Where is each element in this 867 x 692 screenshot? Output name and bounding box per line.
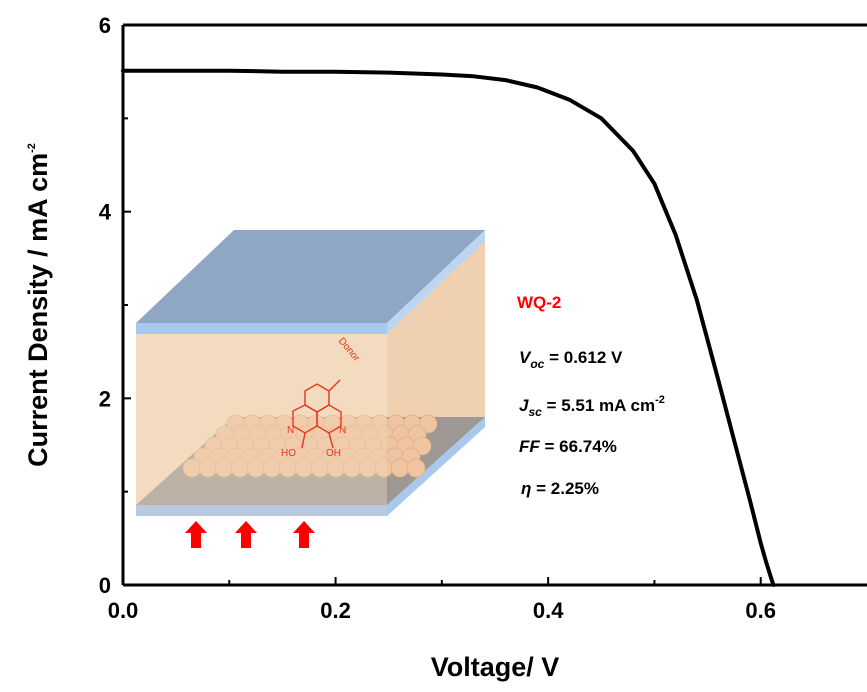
particle: [390, 458, 410, 478]
inset-top-electrode: [136, 230, 485, 323]
light-arrow-3: [293, 521, 315, 548]
y-axis-title: Current Density / mA cm: [23, 153, 53, 467]
particle: [406, 458, 426, 478]
x-tick-label-1: 0.2: [320, 598, 351, 623]
device-label: WQ-2: [517, 293, 561, 312]
dye-oh-right: OH: [326, 448, 341, 459]
y-axis-ticks: 0 2 4 6: [99, 13, 131, 598]
jsc-sub: sc: [528, 405, 542, 419]
y-tick-label-2: 4: [99, 200, 112, 225]
x-tick-label-2: 0.4: [533, 598, 564, 623]
x-tick-label-0: 0.0: [108, 598, 139, 623]
device-inset: Donor N N HO OH: [136, 230, 485, 548]
x-axis-title: Voltage/ V: [431, 652, 560, 682]
voc-annotation: Voc = 0.612 V: [519, 348, 623, 371]
y-axis-title-sup: -2: [26, 143, 38, 153]
x-tick-label-3: 0.6: [745, 598, 776, 623]
voc-value: = 0.612 V: [544, 348, 623, 367]
x-axis-ticks: 0.0 0.2 0.4 0.6: [108, 577, 776, 623]
series-line-jv: [121, 68, 776, 587]
y-tick-label-1: 2: [99, 386, 111, 411]
light-arrows: [185, 521, 315, 548]
dye-molecule: [292, 379, 342, 449]
jsc-symbol: J: [519, 396, 529, 415]
y-tick-label-3: 6: [99, 13, 111, 38]
inset-substrate-front: [136, 505, 387, 516]
dye-n-left: N: [287, 425, 294, 436]
voc-sub: oc: [530, 357, 544, 371]
pv-parameters: WQ-2 Voc = 0.612 V Jsc = 5.51 mA cm-2 FF…: [517, 293, 665, 498]
inset-particles: [182, 414, 438, 478]
ff-symbol: FF: [519, 437, 540, 456]
ff-annotation: FF = 66.74%: [519, 437, 617, 456]
y-tick-label-0: 0: [99, 573, 111, 598]
eta-annotation: η = 2.25%: [521, 479, 599, 498]
eta-symbol: η: [521, 479, 531, 498]
light-arrow-1: [185, 521, 207, 548]
inset-substrate-side: [387, 417, 485, 516]
dye-oh-left: HO: [281, 448, 296, 459]
inset-top-electrode-front: [136, 323, 387, 334]
inset-top-electrode-side: [387, 230, 485, 334]
voc-symbol: V: [519, 348, 532, 367]
jsc-sup: -2: [655, 394, 665, 406]
jsc-annotation: Jsc = 5.51 mA cm-2: [519, 394, 665, 419]
light-arrow-2: [235, 521, 257, 548]
jsc-value: = 5.51 mA cm: [542, 396, 655, 415]
eta-value: = 2.25%: [531, 479, 599, 498]
y-axis-title-group: Current Density / mA cm-2: [23, 143, 53, 467]
ff-value: = 66.74%: [540, 437, 617, 456]
dye-n-right: N: [339, 425, 346, 436]
inset-electrolyte-tint: [136, 333, 387, 505]
svg-text:Current Density / mA cm-2: Current Density / mA cm-2: [23, 143, 53, 467]
